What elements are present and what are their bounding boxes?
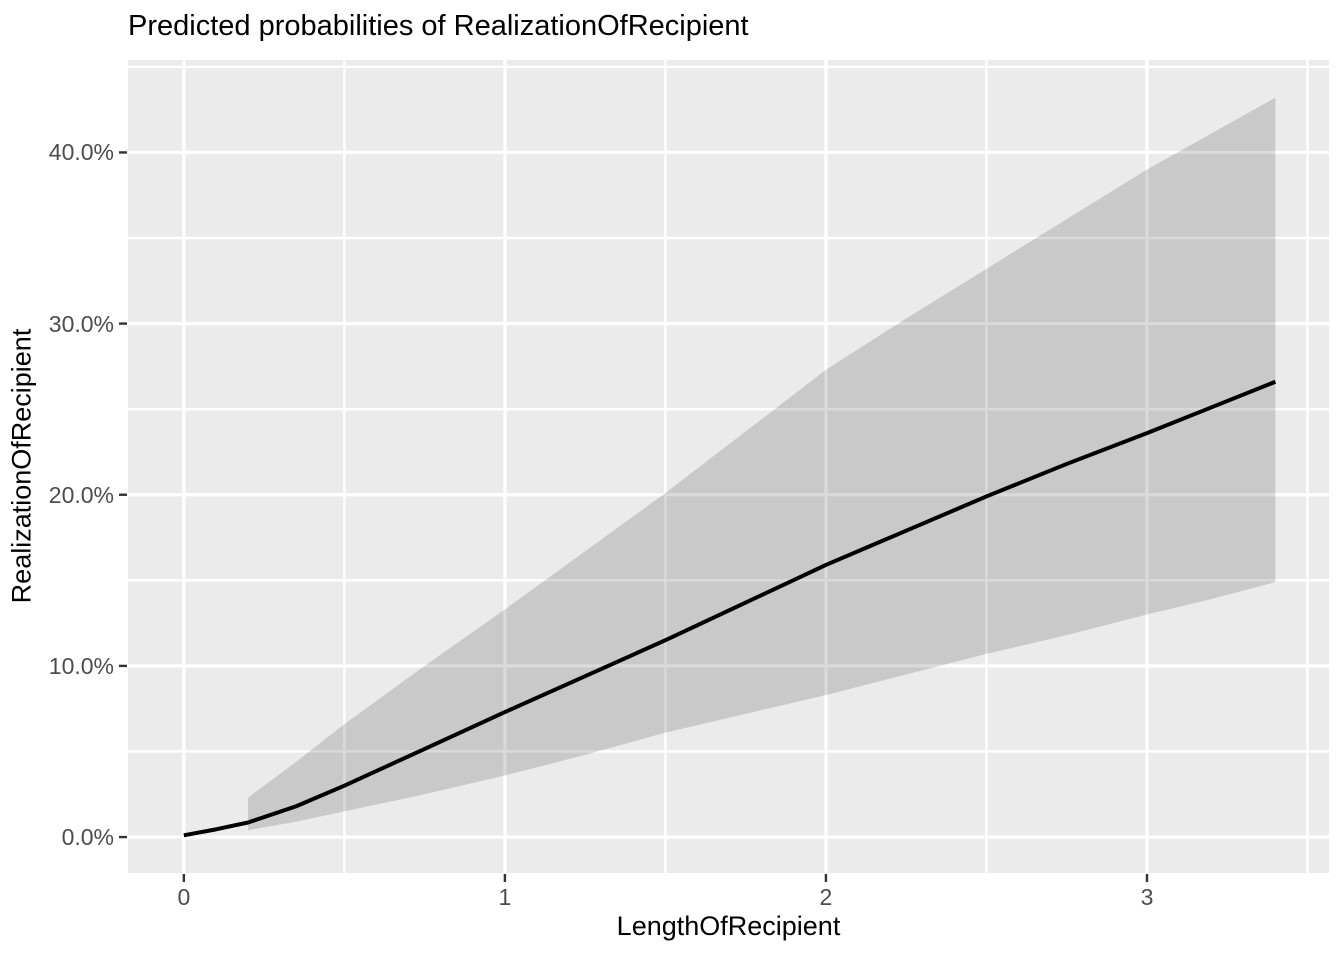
x-tick-label: 2 <box>819 884 833 910</box>
y-tick-label: 10.0% <box>48 652 114 679</box>
y-tick-label: 20.0% <box>48 481 114 508</box>
y-axis-title: RealizationOfRecipient <box>6 328 37 604</box>
x-tick-label: 0 <box>177 884 191 910</box>
x-tick-label: 3 <box>1140 884 1154 910</box>
y-tick-label: 0.0% <box>61 824 114 851</box>
plot-title: Predicted probabilities of RealizationOf… <box>128 10 749 42</box>
x-tick-label: 1 <box>498 884 512 910</box>
x-axis-title: LengthOfRecipient <box>616 911 841 941</box>
y-tick-label: 30.0% <box>48 310 114 337</box>
confidence-ribbon <box>248 97 1276 831</box>
prediction-line <box>183 379 1277 838</box>
y-tick-label: 40.0% <box>48 139 114 166</box>
panel-background <box>128 60 1329 873</box>
